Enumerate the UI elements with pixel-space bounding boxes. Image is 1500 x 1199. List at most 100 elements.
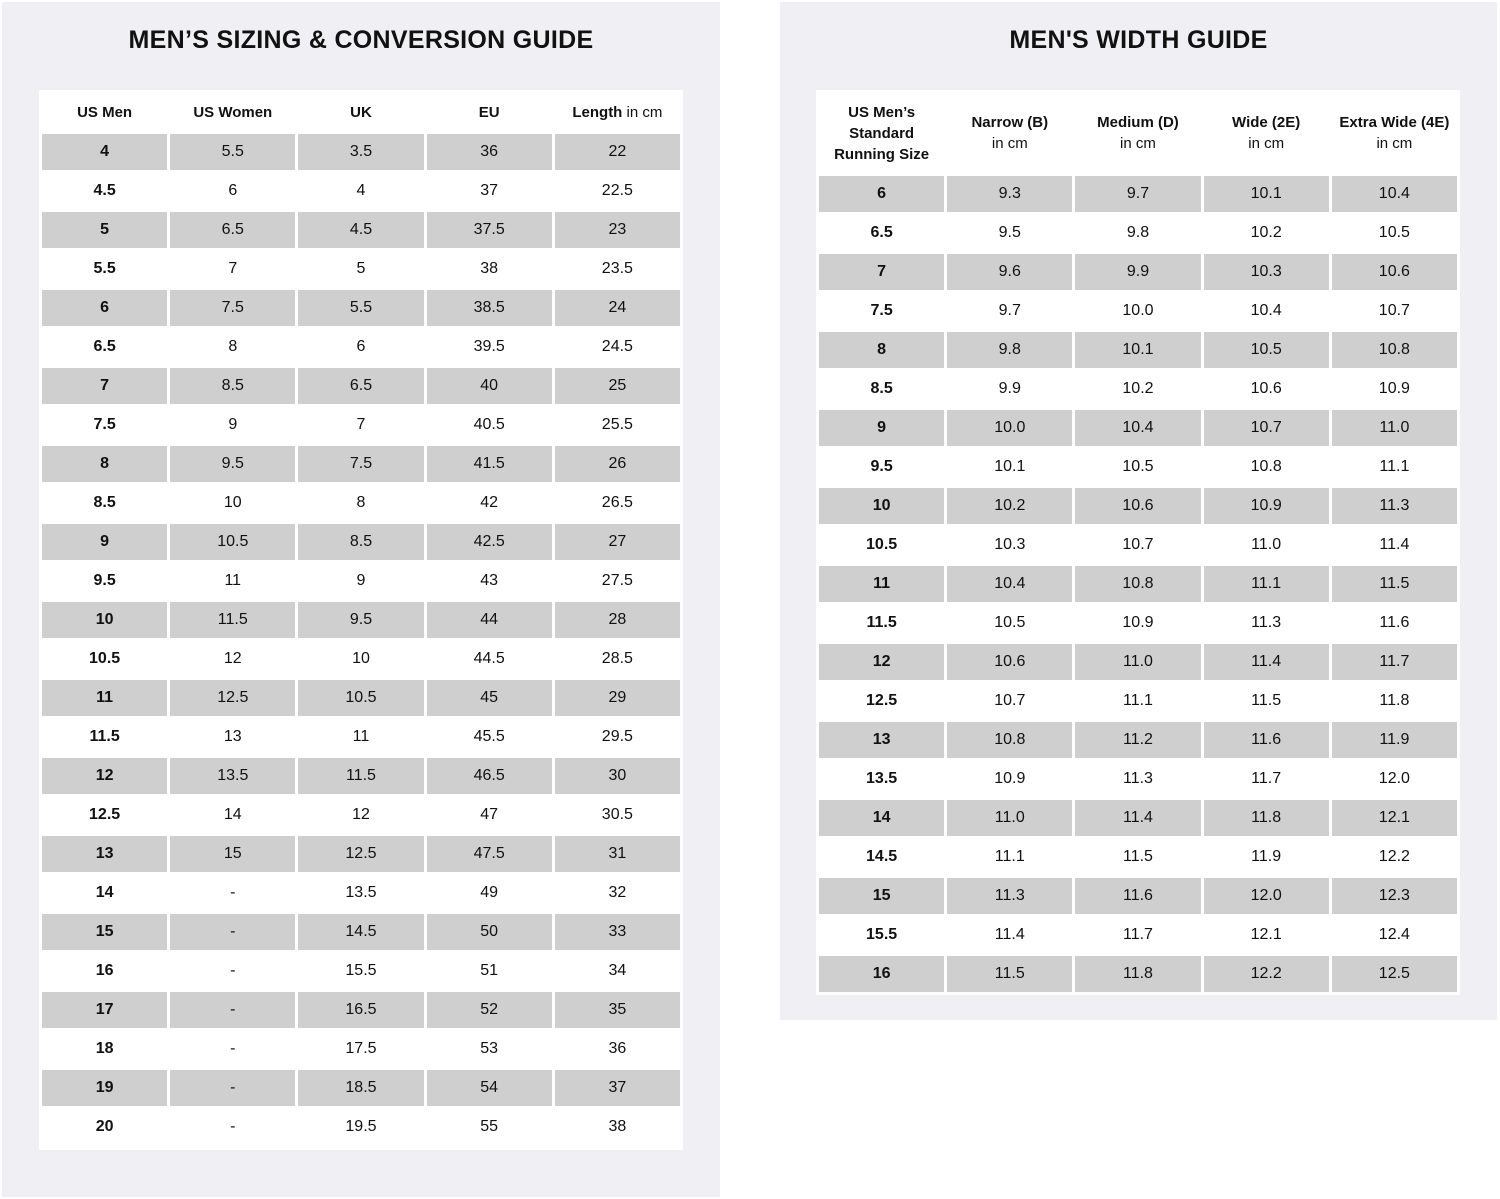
sizing-row: 8 9.5 7.5 41.5 26: [42, 446, 680, 482]
sizing-cell: 15: [170, 836, 296, 872]
sizing-row: 5.5 7 5 38 23.5: [42, 251, 680, 287]
width-cell: 11.7: [1122, 926, 1153, 943]
width-cell: 11.1: [1122, 692, 1153, 709]
width-cell: 12.4: [1378, 926, 1410, 943]
width-cell: 10.4: [1331, 176, 1457, 212]
width-cell: 11.4: [1203, 644, 1329, 680]
width-cell: 10.8: [1075, 566, 1201, 602]
width-cell: 9.7: [998, 302, 1021, 319]
width-row: 9.5 10.1 10.5 10.8 11.1: [819, 449, 1457, 485]
sizing-cell: 10: [42, 602, 168, 638]
sizing-cell: 9.5: [93, 572, 116, 589]
sizing-cell: 45: [426, 680, 552, 716]
width-cell: 10.5: [866, 536, 898, 553]
sizing-cell: 49: [480, 884, 499, 901]
sizing-row: 11 12.5 10.5 45 29: [42, 680, 680, 716]
sizing-cell: 31: [554, 836, 680, 872]
sizing-cell: 6.5: [170, 212, 296, 248]
width-cell: 10.8: [1250, 458, 1282, 475]
width-cell: 11.6: [1203, 722, 1329, 758]
sizing-cell: 23: [554, 212, 680, 248]
width-header-cell: Extra Wide (4E) in cm: [1332, 93, 1457, 173]
sizing-row: 4 5.5 3.5 36 22: [42, 134, 680, 170]
sizing-cell: 37.5: [426, 212, 552, 248]
width-cell: 11.6: [1075, 878, 1201, 914]
width-cell: 13.5: [866, 770, 898, 787]
sizing-cell: 4: [356, 182, 366, 199]
sizing-cell: 14: [95, 884, 114, 901]
header-us-women: US Women: [193, 103, 273, 121]
sizing-cell: 28: [554, 602, 680, 638]
sizing-cell: 40.5: [473, 416, 505, 433]
width-cell: 12.1: [1331, 800, 1457, 836]
sizing-row: 11.5 13 11 45.5 29.5: [42, 719, 680, 755]
width-cell: 11.3: [947, 878, 1073, 914]
width-cell: 10.9: [1203, 488, 1329, 524]
sizing-cell: 11.5: [298, 758, 424, 794]
width-row: 6.5 9.5 9.8 10.2 10.5: [819, 215, 1457, 251]
sizing-cell: 30: [554, 758, 680, 794]
sizing-cell: 38: [608, 1118, 627, 1135]
sizing-row: 14 - 13.5 49 32: [42, 875, 680, 911]
sizing-cell: 27: [554, 524, 680, 560]
sizing-row: 10 11.5 9.5 44 28: [42, 602, 680, 638]
width-cell: 11.8: [1203, 800, 1329, 836]
width-cell: 9: [819, 410, 945, 446]
sizing-cell: 50: [426, 914, 552, 950]
width-cell: 11.5: [947, 956, 1073, 992]
sizing-cell: 28.5: [601, 650, 633, 667]
sizing-cell: 6.5: [298, 368, 424, 404]
sizing-row: 20 - 19.5 55 38: [42, 1109, 680, 1145]
sizing-cell: 29.5: [601, 728, 633, 745]
width-cell: 9.9: [1075, 254, 1201, 290]
sizing-cell: 4.5: [298, 212, 424, 248]
sizing-cell: 14: [223, 806, 242, 823]
width-table-container: US Men’s Standard Running Size Narrow (B)…: [816, 90, 1460, 995]
sizing-row: 9 10.5 8.5 42.5 27: [42, 524, 680, 560]
width-cell: 11.4: [1379, 536, 1410, 553]
sizing-row: 17-16.5 52 35: [42, 992, 680, 1028]
width-header-cell: Medium (D) in cm: [1075, 93, 1200, 173]
sizing-cell: 10.5: [89, 650, 121, 667]
width-cell: 11.0: [1075, 644, 1201, 680]
width-header-label: Medium (D): [1097, 114, 1179, 131]
width-cell: 10.0: [947, 410, 1073, 446]
sizing-table: US Men US Women UK EU Length in cm 4 5.5 3…: [39, 90, 683, 1148]
width-cell: 11.6: [1379, 614, 1410, 631]
sizing-cell: 26: [554, 446, 680, 482]
width-cell: 10.2: [947, 488, 1073, 524]
width-row: 10 10.2 10.6 10.9 11.3: [819, 488, 1457, 524]
width-row: 14 11.0 11.4 11.8 12.1: [819, 800, 1457, 836]
sizing-cell: 42.5: [426, 524, 552, 560]
sizing-cell: 12.5: [298, 836, 424, 872]
width-row: 11 10.4 10.8 11.1 11.5: [819, 566, 1457, 602]
sizing-cell: 17.5: [345, 1040, 377, 1057]
width-cell: 11.5: [1251, 692, 1282, 709]
sizing-cell: 40: [426, 368, 552, 404]
width-cell: 11.7: [1251, 770, 1282, 787]
sizing-row: 6 7.5 5.5 38.5 24: [42, 290, 680, 326]
sizing-cell: 43: [480, 572, 499, 589]
width-cell: 9.7: [1075, 176, 1201, 212]
sizing-row: 18 - 17.5 53 36: [42, 1031, 680, 1067]
sizing-cell: 11: [224, 572, 242, 589]
width-cell: 11.8: [1379, 692, 1410, 709]
width-header-unit: in cm: [1376, 135, 1413, 152]
width-cell: 16: [819, 956, 945, 992]
width-header-label: US Men’s Standard Running Size: [834, 103, 930, 163]
sizing-row: 12.5 14 12 47 30.5: [42, 797, 680, 833]
width-guide-title: MEN'S WIDTH GUIDE: [1009, 26, 1268, 54]
width-cell: 10.7: [1122, 536, 1154, 553]
sizing-table-container: US Men US Women UK EU Length in cm 4 5.5 3…: [39, 90, 683, 1150]
width-row: 15.5 11.4 11.7 12.1 12.4: [819, 917, 1457, 953]
width-cell: 11.1: [1379, 458, 1410, 475]
sizing-row: 12 13.5 11.5 46.5 30: [42, 758, 680, 794]
sizing-cell: 23.5: [601, 260, 633, 277]
width-cell: 10.5: [1122, 458, 1154, 475]
sizing-cell: 36: [608, 1040, 627, 1057]
width-row: 10.5 10.3 10.7 11.0 11.4: [819, 527, 1457, 563]
width-cell: 11.4: [1075, 800, 1201, 836]
sizing-row: 10.5 12 10 44.5 28.5: [42, 641, 680, 677]
sizing-cell: 8.5: [93, 494, 116, 511]
width-cell: 10.6: [1250, 380, 1282, 397]
